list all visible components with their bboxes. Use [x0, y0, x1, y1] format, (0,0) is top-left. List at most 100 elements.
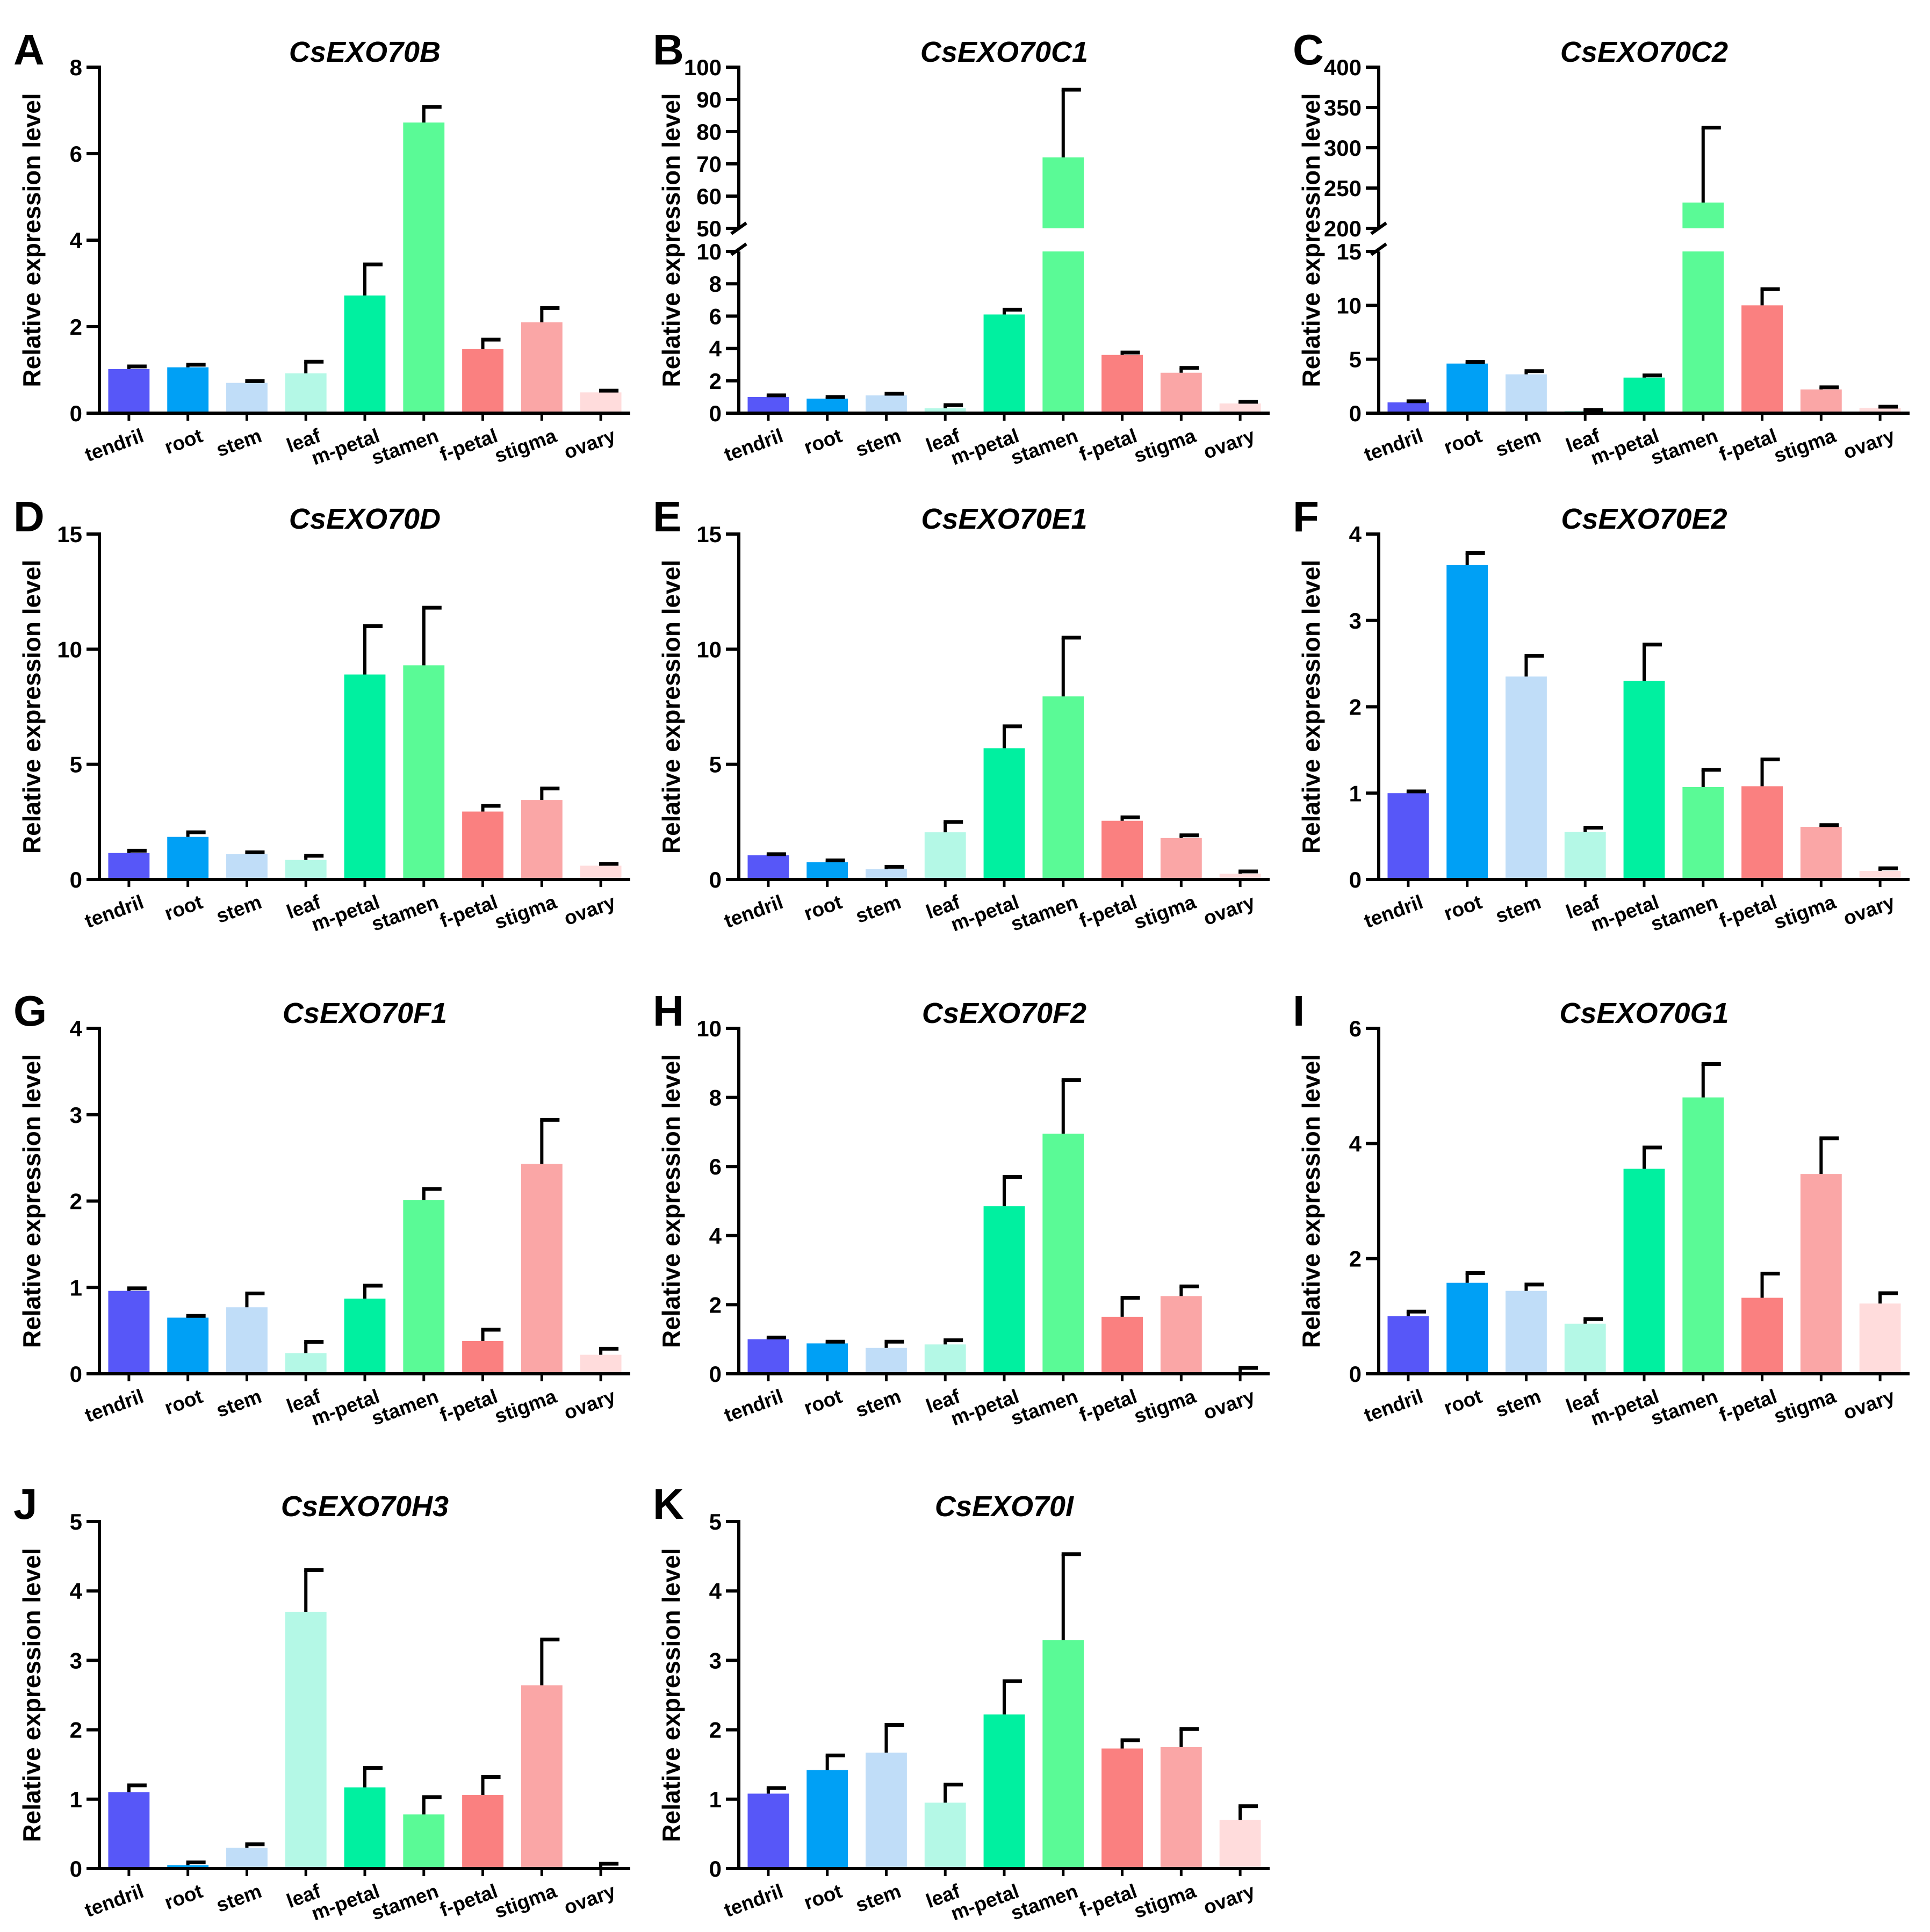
y-tick-label: 1: [70, 1787, 82, 1812]
y-tick-label: 90: [696, 87, 722, 112]
bar-stigma: [1800, 389, 1842, 413]
y-tick-label: 3: [1349, 608, 1362, 633]
bar-tendril: [108, 1291, 150, 1374]
x-tick-label: tendril: [1361, 891, 1425, 932]
x-tick-label: stamen: [1648, 891, 1721, 935]
y-tick-label: 2: [70, 1718, 82, 1743]
bar-root: [167, 367, 209, 413]
x-tick-label: f-petal: [437, 424, 500, 465]
chart-title: CsEXO70B: [289, 36, 441, 68]
bar-stem: [226, 1848, 268, 1869]
bar-stem: [226, 1307, 268, 1374]
bar-tendril: [747, 397, 789, 413]
bar-stigma: [1160, 838, 1202, 880]
chart-panel-D: D CsEXO70D Relative expression level 0 5 10 15…: [13, 493, 630, 936]
y-tick-label: 5: [70, 1509, 82, 1534]
x-tick-label: root: [1441, 424, 1485, 458]
x-tick-label: root: [801, 424, 845, 458]
x-tick-label: stamen: [1008, 891, 1081, 935]
x-tick-label: ovary: [1840, 424, 1898, 463]
x-tick-label: stamen: [1008, 1385, 1081, 1430]
bar-stigma: [1160, 372, 1202, 413]
bar-f-petal: [462, 349, 503, 413]
bar-stigma: [1160, 1296, 1202, 1374]
bar-ovary: [1859, 407, 1901, 413]
panel-letter: C: [1293, 26, 1324, 74]
y-tick-label: 5: [1349, 347, 1362, 372]
bar-stigma: [1800, 1174, 1842, 1374]
bar-leaf: [924, 1344, 966, 1374]
bar-root: [806, 398, 848, 413]
bar-m-petal: [344, 1787, 386, 1869]
y-tick-label: 6: [709, 1154, 722, 1179]
bar-root: [167, 1317, 209, 1374]
bar-m-petal: [983, 1714, 1025, 1869]
x-tick-label: stem: [853, 424, 904, 461]
bar-tendril: [1387, 793, 1429, 880]
y-tick-label: 4: [1349, 522, 1362, 547]
y-axis-label: Relative expression level: [657, 1054, 685, 1348]
panel-letter: H: [653, 987, 684, 1035]
chart-title: CsEXO70F2: [922, 997, 1086, 1029]
bar-f-petal: [462, 1340, 503, 1374]
y-tick-label: 15: [1336, 239, 1362, 264]
bar-ovary: [1859, 1303, 1901, 1374]
y-tick-label: 0: [1349, 1361, 1362, 1387]
bar-stamen: [1682, 1097, 1724, 1374]
chart-panel-H: H CsEXO70F2 Relative expression level 0 2 4 6 8…: [653, 987, 1270, 1430]
chart-title: CsEXO70C1: [920, 36, 1088, 68]
bar-ovary: [1859, 870, 1901, 880]
y-tick-label: 8: [709, 271, 722, 297]
y-tick-label: 1: [709, 1787, 722, 1812]
y-tick-label: 2: [70, 314, 82, 340]
x-tick-label: ovary: [561, 1880, 618, 1919]
x-tick-label: ovary: [1200, 424, 1258, 463]
y-tick-label: 0: [70, 867, 82, 892]
bar-tendril: [747, 1339, 789, 1374]
bar-ovary: [1219, 874, 1261, 880]
x-tick-label: f-petal: [1716, 424, 1780, 465]
bar-root: [806, 1770, 848, 1869]
x-tick-label: f-petal: [1076, 1880, 1140, 1921]
y-tick-label: 2: [709, 369, 722, 394]
bar-m-petal: [1623, 1169, 1665, 1374]
y-tick-label: 250: [1324, 176, 1362, 201]
bar-stigma: [521, 322, 563, 413]
bar-stigma: [1160, 1747, 1202, 1869]
bar-stamen: [403, 665, 445, 880]
bar-stamen-lower: [1042, 251, 1084, 413]
chart-title: CsEXO70E1: [921, 503, 1087, 535]
x-tick-label: ovary: [1840, 891, 1898, 929]
bar-stem: [1506, 374, 1547, 413]
y-tick-label: 3: [70, 1648, 82, 1673]
y-tick-label: 1: [1349, 781, 1362, 806]
panel-letter: I: [1293, 987, 1305, 1035]
x-tick-label: stigma: [1771, 1385, 1839, 1428]
bar-stamen: [1042, 1134, 1084, 1374]
y-axis-label: Relative expression level: [18, 1054, 46, 1348]
y-axis-label: Relative expression level: [1297, 560, 1325, 854]
bar-tendril: [1387, 1316, 1429, 1374]
bar-f-petal: [462, 811, 503, 880]
x-tick-label: stigma: [1771, 424, 1839, 467]
x-tick-label: stem: [853, 1385, 904, 1422]
bar-stigma: [521, 1164, 563, 1374]
y-tick-label: 0: [70, 1361, 82, 1387]
bar-m-petal: [344, 674, 386, 880]
x-tick-label: root: [801, 1880, 845, 1914]
x-tick-label: tendril: [721, 424, 786, 466]
x-tick-label: tendril: [82, 1385, 146, 1426]
x-tick-label: stem: [213, 891, 264, 927]
bar-m-petal: [983, 314, 1025, 413]
bar-m-petal: [1623, 681, 1665, 880]
y-tick-label: 0: [70, 1856, 82, 1881]
x-tick-label: stigma: [1131, 1385, 1199, 1428]
x-tick-label: stigma: [1131, 424, 1199, 467]
bar-stigma: [521, 800, 563, 880]
y-tick-label: 4: [709, 1223, 722, 1249]
bar-leaf: [924, 1803, 966, 1869]
bar-f-petal: [1101, 1748, 1143, 1869]
bar-tendril: [747, 855, 789, 880]
y-tick-label: 6: [1349, 1016, 1362, 1041]
